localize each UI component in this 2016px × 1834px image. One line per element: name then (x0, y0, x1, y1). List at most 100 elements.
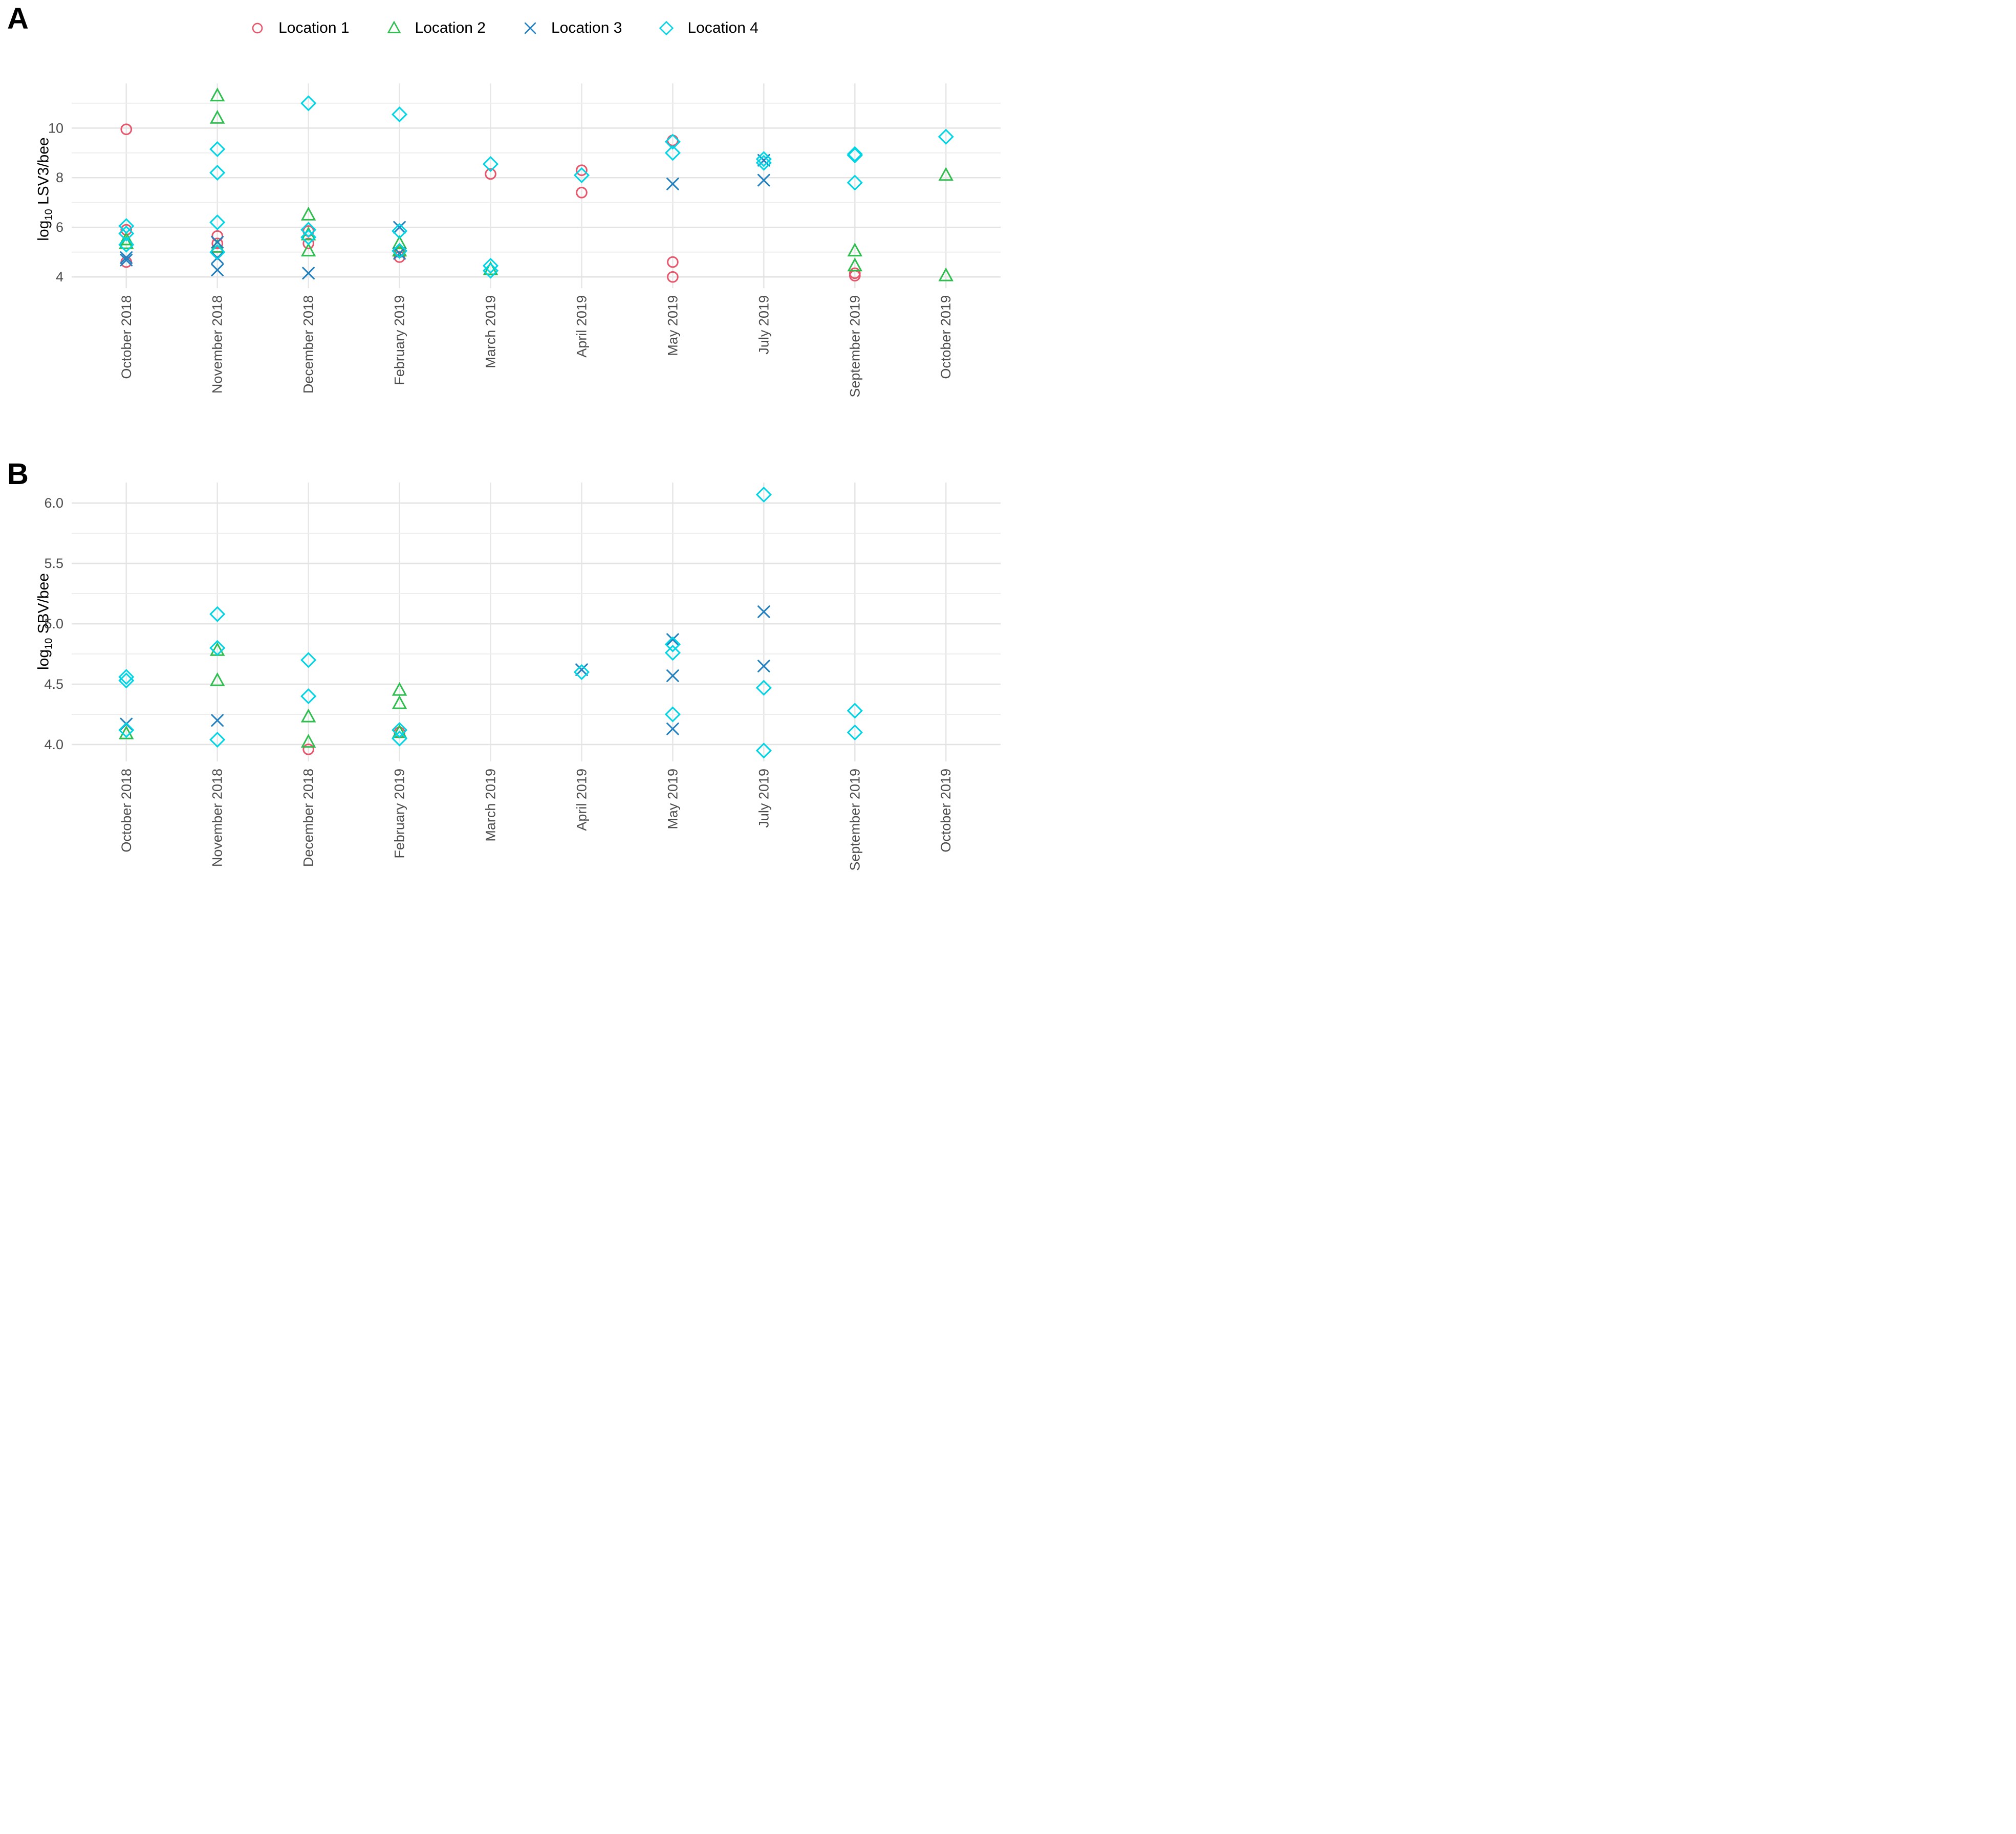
location-1-point (485, 168, 496, 180)
x-tick-label: February 2019 (392, 295, 407, 385)
location-3-point (211, 236, 224, 249)
legend-item-location-1: Location 1 (250, 19, 350, 37)
location-4-point (664, 706, 681, 723)
y-tick-label: 6 (56, 220, 63, 235)
y-tick-label: 5.5 (44, 556, 63, 571)
location-2-point (392, 235, 407, 249)
location-2-triangle-icon (386, 20, 402, 36)
location-4-point (482, 257, 499, 274)
location-3-point (757, 660, 770, 672)
location-3-point (666, 722, 679, 735)
x-tick-label: March 2019 (483, 295, 498, 368)
location-2-point (938, 267, 954, 281)
location-3-point (666, 669, 679, 682)
location-2-point (209, 672, 225, 686)
location-3-x-icon (523, 20, 538, 36)
x-tick-label: May 2019 (665, 295, 680, 356)
x-tick-label: September 2019 (847, 769, 862, 871)
location-3-point (666, 178, 679, 190)
location-4-point (300, 95, 317, 112)
location-3-point (575, 663, 588, 676)
x-tick-label: April 2019 (574, 295, 589, 358)
y-tick-label: 8 (56, 170, 63, 185)
location-2-point (392, 682, 407, 696)
x-tick-label: September 2019 (847, 295, 862, 398)
location-4-point (664, 636, 681, 652)
location-4-point (300, 688, 317, 705)
x-tick-label: October 2019 (938, 295, 953, 379)
legend-item-location-4: Location 4 (659, 19, 758, 37)
location-1-point (667, 256, 679, 268)
location-4-point (664, 145, 681, 161)
location-1-point (120, 224, 133, 236)
panel-b-chart: 4.0 4.5 5.0 5.5 6.0 October 2018 November 2018… (44, 483, 1001, 871)
location-2-point (847, 243, 863, 257)
location-4-point (392, 730, 408, 747)
location-4-point (392, 106, 408, 123)
location-4-point (118, 669, 135, 685)
location-2-point (300, 243, 316, 257)
legend-item-location-3: Location 3 (523, 19, 622, 37)
location-4-point (847, 174, 863, 191)
location-4-point (664, 134, 681, 150)
location-4-point (482, 156, 499, 172)
location-3-point (120, 251, 133, 264)
location-1-point (302, 237, 314, 250)
location-2-point (392, 695, 407, 709)
location-4-point (755, 155, 772, 171)
location-4-point (847, 147, 863, 164)
x-tick-label: March 2019 (483, 769, 498, 842)
location-4-point (209, 606, 226, 622)
location-4-point (209, 244, 226, 260)
location-3-point (666, 633, 679, 646)
location-2-point (300, 734, 316, 748)
location-4-point (209, 640, 226, 656)
location-2-point (209, 110, 225, 124)
location-3-point (302, 267, 315, 280)
location-1-point (576, 186, 588, 199)
panel-a-label: A (7, 2, 29, 35)
y-tick-label: 4.0 (44, 737, 63, 752)
location-3-point (211, 714, 224, 727)
x-tick-label: February 2019 (392, 769, 407, 859)
y-tick-label: 5.0 (44, 616, 63, 631)
location-4-point (300, 229, 317, 246)
panel-a-chart: 4 6 8 10 October 2018 November 2018 December 2… (48, 83, 1001, 398)
x-tick-label: October 2019 (938, 769, 953, 853)
legend: Location 1 Location 2 Location 3 Locatio… (0, 19, 1008, 37)
location-2-point (938, 167, 954, 181)
location-4-point (209, 214, 226, 231)
location-4-point (482, 263, 499, 279)
location-4-point (755, 680, 772, 696)
x-tick-label: December 2018 (301, 769, 316, 867)
triangle-icon (387, 20, 401, 33)
y-tick-label: 4 (56, 269, 63, 285)
x-tick-label: July 2019 (756, 295, 771, 355)
location-4-point (664, 645, 681, 661)
location-3-point (211, 251, 224, 265)
legend-label: Location 4 (687, 19, 758, 36)
location-4-point (300, 222, 317, 238)
legend-label: Location 1 (278, 19, 350, 36)
diamond-icon (659, 20, 674, 36)
location-2-point (209, 88, 225, 102)
y-tick-label: 10 (48, 120, 63, 136)
location-4-point (938, 128, 954, 145)
location-4-point (209, 164, 226, 181)
location-3-point (757, 173, 770, 187)
x-tick-label: November 2018 (210, 295, 225, 394)
location-3-point (211, 264, 224, 276)
location-4-point (209, 141, 226, 158)
location-2-point (847, 257, 863, 272)
location-1-point (302, 744, 314, 755)
x-tick-label: May 2019 (665, 769, 680, 829)
location-3-point (393, 221, 406, 234)
location-1-circle-icon (250, 20, 265, 36)
location-4-point (573, 664, 590, 680)
location-1-point (120, 123, 133, 136)
location-4-point (118, 218, 135, 234)
x-tick-label: November 2018 (210, 769, 225, 867)
location-1-point (576, 164, 588, 177)
legend-label: Location 3 (551, 19, 622, 36)
y-tick-label: 6.0 (44, 495, 63, 511)
